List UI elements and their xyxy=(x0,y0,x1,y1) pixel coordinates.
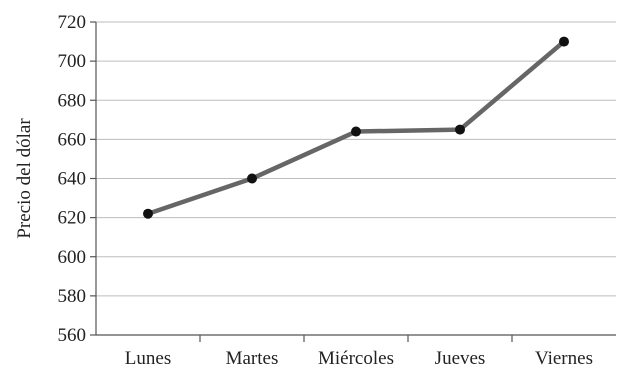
y-tick-label-640: 640 xyxy=(58,169,87,190)
data-point-martes xyxy=(247,173,257,184)
y-axis-title: Precio del dólar xyxy=(14,118,35,239)
x-tick-label-3: Miércoles xyxy=(318,348,394,367)
y-tick-label-680: 680 xyxy=(58,90,87,111)
x-tick-label-5: Viernes xyxy=(535,348,593,367)
y-tick-label-720: 720 xyxy=(58,12,87,33)
data-point-viernes xyxy=(559,36,569,47)
y-tick-label-620: 620 xyxy=(58,208,87,229)
y-tick-label-580: 580 xyxy=(58,286,87,307)
x-tick-label-2: Martes xyxy=(226,348,279,367)
data-point-jueves xyxy=(455,124,465,135)
y-tick-label-700: 700 xyxy=(58,51,87,72)
x-tick-labels: Lunes Martes Miércoles Jueves Viernes xyxy=(125,335,593,367)
gridlines xyxy=(90,21,616,336)
y-tick-labels: 560 580 600 620 640 660 680 700 720 xyxy=(58,12,87,346)
y-tick-label-660: 660 xyxy=(58,129,87,150)
x-tick-label-4: Jueves xyxy=(435,348,486,367)
data-point-miércoles xyxy=(351,126,361,137)
axes xyxy=(95,22,616,336)
x-tick-label-1: Lunes xyxy=(125,348,171,367)
y-tick-label-560: 560 xyxy=(58,325,87,346)
series xyxy=(143,36,569,219)
data-point-lunes xyxy=(143,208,153,219)
y-tick-label-600: 600 xyxy=(58,247,87,268)
